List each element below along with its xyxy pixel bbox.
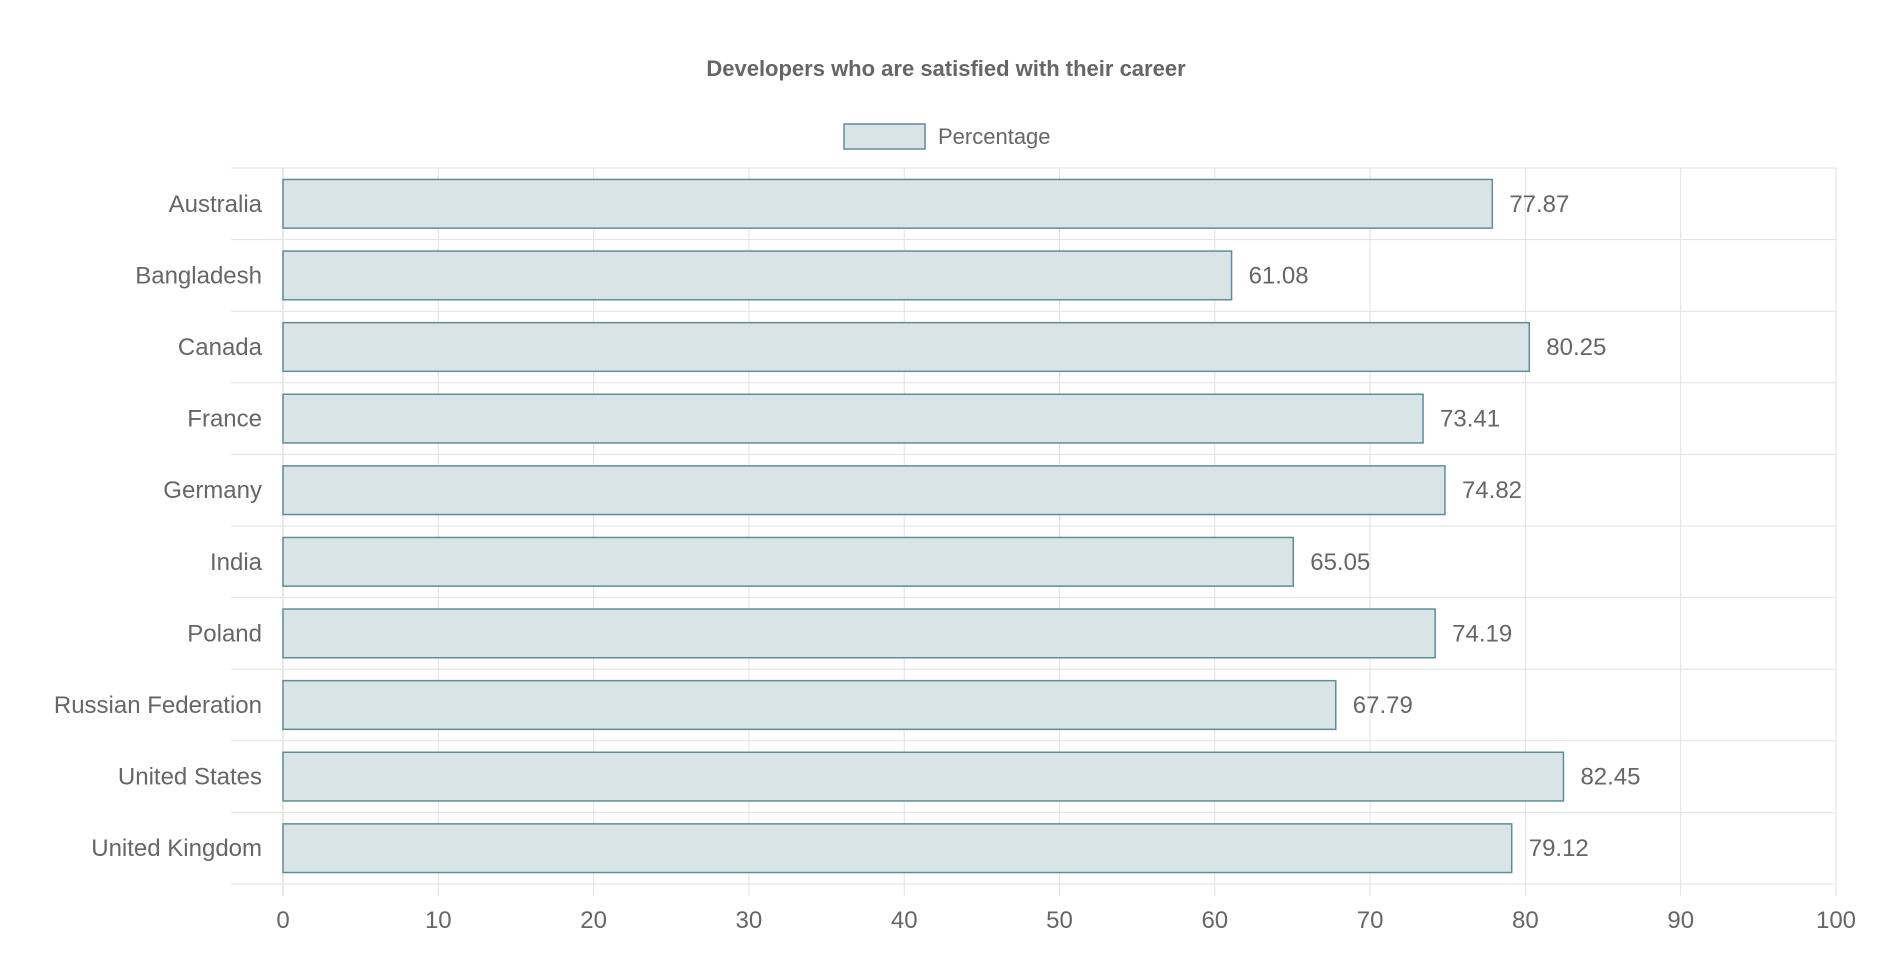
data-label: 80.25 [1546, 334, 1606, 361]
bar[interactable] [282, 465, 1446, 516]
bar[interactable] [282, 536, 1294, 587]
x-tick-label: 80 [1512, 907, 1539, 934]
x-tick-label: 100 [1816, 907, 1856, 934]
data-label: 82.45 [1580, 764, 1640, 791]
x-tick-label: 0 [276, 907, 289, 934]
y-tick-label: Bangladesh [135, 262, 262, 289]
data-label: 74.19 [1452, 620, 1512, 647]
x-tick-label: 20 [580, 907, 607, 934]
bar[interactable] [282, 321, 1531, 373]
y-tick-label: Russian Federation [54, 692, 262, 719]
x-tick-label: 40 [891, 907, 918, 934]
data-label: 79.12 [1529, 835, 1589, 862]
x-tick-label: 10 [425, 907, 452, 934]
y-tick-label: Canada [178, 334, 263, 361]
data-label: 67.79 [1353, 692, 1413, 719]
y-tick-label: France [187, 406, 262, 433]
bar[interactable] [282, 823, 1513, 874]
legend[interactable]: Percentage [843, 123, 1051, 150]
legend-swatch [843, 123, 926, 150]
bar[interactable] [282, 393, 1424, 444]
data-label: 73.41 [1440, 406, 1500, 433]
data-label: 77.87 [1509, 191, 1569, 218]
bar[interactable] [282, 679, 1337, 731]
x-tick-label: 60 [1201, 907, 1228, 934]
bar[interactable] [282, 608, 1436, 659]
data-label: 74.82 [1462, 477, 1522, 504]
x-axis: 0 10 20 30 40 50 60 70 80 90 100 [276, 907, 1856, 934]
x-tick-label: 90 [1667, 907, 1694, 934]
y-tick-label: United States [118, 764, 262, 791]
data-label: 65.05 [1310, 549, 1370, 576]
legend-label: Percentage [938, 124, 1051, 149]
bars [282, 178, 1565, 874]
y-tick-label: Germany [163, 477, 262, 504]
y-tick-label: India [210, 549, 263, 576]
data-label: 61.08 [1249, 262, 1309, 289]
x-tick-label: 50 [1046, 907, 1073, 934]
bar[interactable] [282, 178, 1494, 229]
bar[interactable] [282, 250, 1233, 301]
y-tick-label: Australia [169, 191, 263, 218]
y-tick-label: Poland [187, 620, 262, 647]
chart-title: Developers who are satisfied with their … [706, 56, 1186, 81]
data-labels: 77.87 61.08 80.25 73.41 74.82 65.05 74.19 67.79… [1249, 191, 1641, 862]
x-tick-label: 70 [1357, 907, 1384, 934]
y-axis: Australia Bangladesh Canada France Germany In… [54, 191, 263, 862]
y-tick-label: United Kingdom [91, 835, 262, 862]
x-tick-label: 30 [736, 907, 763, 934]
bar[interactable] [282, 751, 1565, 802]
